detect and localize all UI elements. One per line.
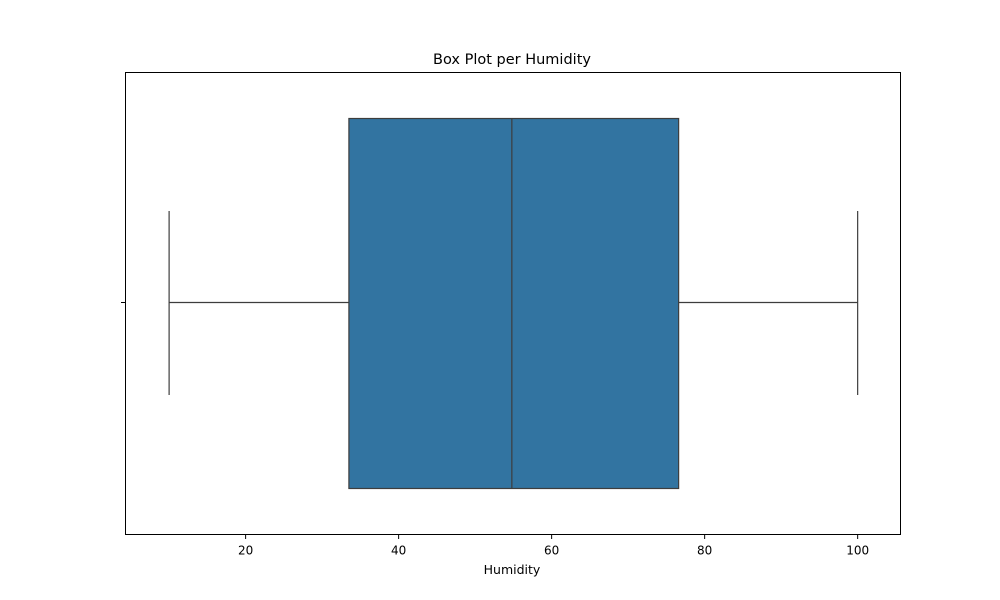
x-tick-label: 20 xyxy=(238,544,253,558)
x-axis-label: Humidity xyxy=(484,562,541,577)
iqr-box xyxy=(348,117,680,490)
x-tick-label: 40 xyxy=(391,544,406,558)
x-tick-label: 80 xyxy=(697,544,712,558)
box-group xyxy=(168,117,859,490)
x-axis-ticks: 20 40 60 80 100 xyxy=(238,534,869,558)
chart-title: Box Plot per Humidity xyxy=(433,52,591,68)
x-tick-label: 60 xyxy=(544,544,559,558)
plot-area-frame xyxy=(125,72,901,535)
x-tick-label: 100 xyxy=(846,544,869,558)
